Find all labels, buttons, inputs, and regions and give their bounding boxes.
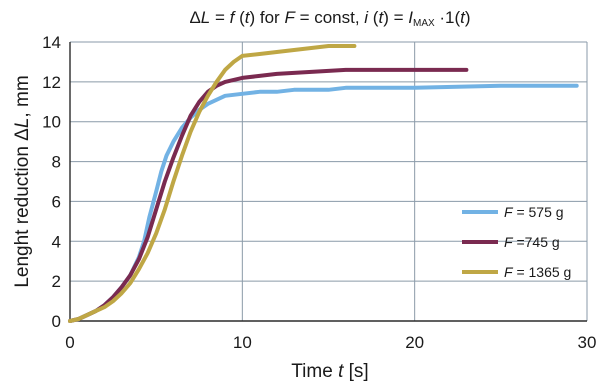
y-tick-label: 8 <box>52 153 61 172</box>
legend-label-1-part: =745 g <box>513 234 560 250</box>
chart-title-part: f <box>230 8 237 27</box>
legend-label-0: F = 575 g <box>504 204 564 220</box>
chart-title-part: ( <box>368 8 379 27</box>
chart-title-part: ) <box>465 8 471 27</box>
chart-title-part: ) for <box>250 8 285 27</box>
chart-title-part: i <box>364 8 369 27</box>
x-axis-title-part: Time <box>291 361 338 382</box>
y-tick-label: 10 <box>42 113 61 132</box>
y-tick-label: 12 <box>42 73 61 92</box>
chart-title-part: t <box>245 8 251 27</box>
y-axis-title-part: L <box>12 118 33 129</box>
y-axis-title: Lenght reduction ΔL, mm <box>12 75 33 287</box>
y-tick-label: 2 <box>52 272 61 291</box>
axes <box>69 42 587 322</box>
y-tick-label: 0 <box>52 312 61 331</box>
chart-title-part: t <box>460 8 466 27</box>
legend: F = 575 gF =745 gF = 1365 g <box>462 204 571 280</box>
y-axis-title-part: , mm <box>12 75 33 117</box>
y-tick-label: 6 <box>52 192 61 211</box>
x-axis-title-part: t <box>338 361 344 382</box>
x-axis-title-part: [s] <box>343 361 368 382</box>
legend-label-1-part: F <box>504 234 514 250</box>
series-line-0 <box>68 83 579 323</box>
chart-title-part: = <box>210 8 229 27</box>
x-tick-label: 20 <box>405 333 424 352</box>
legend-label-0-part: = 575 g <box>513 204 564 220</box>
chart-title-part: L <box>201 8 210 27</box>
y-tick-label: 4 <box>52 232 61 251</box>
x-tick-label: 0 <box>65 333 74 352</box>
chart-title-part: MAX <box>413 18 435 29</box>
series-line-2 <box>68 44 357 323</box>
chart-title-part: ) = <box>383 8 408 27</box>
legend-label-2: F = 1365 g <box>504 264 571 280</box>
legend-label-1: F =745 g <box>504 234 560 250</box>
chart-title-part: ( <box>234 8 245 27</box>
legend-label-2-part: = 1365 g <box>513 264 572 280</box>
chart-title-part: t <box>378 8 384 27</box>
chart-title-part: I <box>408 8 413 27</box>
series-lines <box>68 44 579 323</box>
chart-title-part: = const, <box>295 8 364 27</box>
legend-label-2-part: F <box>504 264 514 280</box>
chart-title-part: Δ <box>189 8 200 27</box>
chart-title-part: F <box>284 8 296 27</box>
x-tick-label: 30 <box>578 333 597 352</box>
series-line-1 <box>68 67 469 323</box>
y-axis-title-part: Lenght reduction Δ <box>12 128 33 288</box>
x-axis-title: Time t [s] <box>291 361 368 382</box>
y-tick-label: 14 <box>42 33 61 52</box>
x-tick-label: 10 <box>233 333 252 352</box>
legend-label-0-part: F <box>504 204 514 220</box>
chart-title-part: ·1( <box>435 8 461 27</box>
chart-title: ΔL = f (t) for F = const, i (t) = IMAX ·… <box>189 8 470 29</box>
